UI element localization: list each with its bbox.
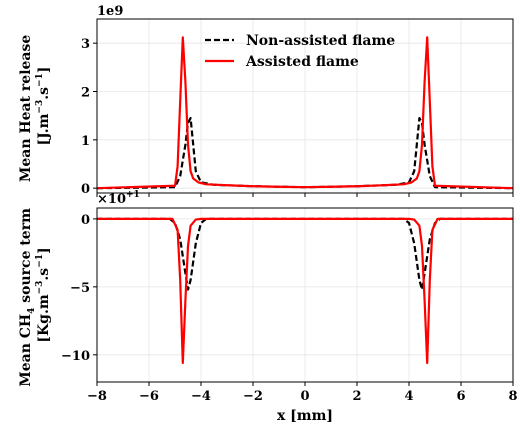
bottom-ylabel-sup2: −1	[35, 254, 45, 268]
bottom-xtick-label: −2	[243, 389, 263, 404]
top-series	[97, 36, 513, 190]
bottom-ytick-label: −10	[61, 349, 90, 364]
bottom-offset-sup: +1	[126, 190, 140, 200]
legend: Non-assisted flame Assisted flame	[205, 33, 395, 70]
bottom-xtick-label: 4	[404, 389, 413, 404]
bottom-ylabel-line1: Mean CH4 source term	[18, 208, 37, 387]
bottom-ylabel-sub: 4	[27, 308, 37, 314]
bottom-xtick-label: 0	[300, 389, 309, 404]
bottom-offset-text: ×10+1	[97, 190, 140, 207]
bottom-series	[97, 217, 513, 365]
bottom-ytick-label: −5	[70, 281, 90, 296]
bottom-xtick-label: −6	[139, 389, 159, 404]
top-ylabel: Mean Heat release [J.m−3.s−1]	[18, 30, 52, 182]
bottom-ytick-label: 0	[81, 213, 90, 228]
top-series-assisted-line	[97, 36, 513, 190]
legend-label-non-assisted: Non-assisted flame	[246, 33, 395, 49]
bottom-grid	[96, 208, 514, 382]
bottom-xtick-label: −4	[191, 389, 211, 404]
bottom-ticks: −8 −6 −4 −2 0 2 4 6 8 0 −5 −10	[61, 213, 518, 404]
top-ytick-label: 0	[81, 182, 90, 197]
top-ylabel-sup2: −1	[35, 73, 45, 87]
bottom-ylabel: Mean CH4 source term [Kg.m−3.s−1]	[18, 203, 52, 387]
top-ylabel-sup1: −3	[35, 100, 45, 114]
top-ylabel-line1: Mean Heat release	[18, 35, 34, 183]
top-ytick-label: 2	[81, 86, 90, 101]
top-ylabel-line2: [J.m−3.s−1]	[35, 67, 52, 146]
top-ytick-label: 3	[81, 37, 90, 52]
bottom-xtick-label: 2	[352, 389, 361, 404]
bottom-ylabel-sup1: −3	[35, 281, 45, 295]
legend-label-assisted: Assisted flame	[245, 54, 359, 70]
bottom-xtick-label: −8	[87, 389, 107, 404]
bottom-panel: −8 −6 −4 −2 0 2 4 6 8 0 −5 −10 ×10+1 Mean CH4 sourc…	[18, 190, 518, 424]
top-panel: 0 1 2 3 1e9 Mean Heat release [J.m−3.s−1] N…	[18, 4, 514, 197]
bottom-xtick-label: 8	[508, 389, 517, 404]
bottom-xlabel: x [mm]	[277, 408, 333, 424]
top-ticks: 0 1 2 3	[81, 37, 514, 197]
top-offset-text: 1e9	[97, 4, 123, 19]
top-ytick-label: 1	[81, 134, 90, 149]
bottom-series-assisted-line	[97, 217, 513, 365]
bottom-xtick-label: 6	[456, 389, 465, 404]
bottom-ylabel-line2: [Kg.m−3.s−1]	[35, 247, 52, 342]
